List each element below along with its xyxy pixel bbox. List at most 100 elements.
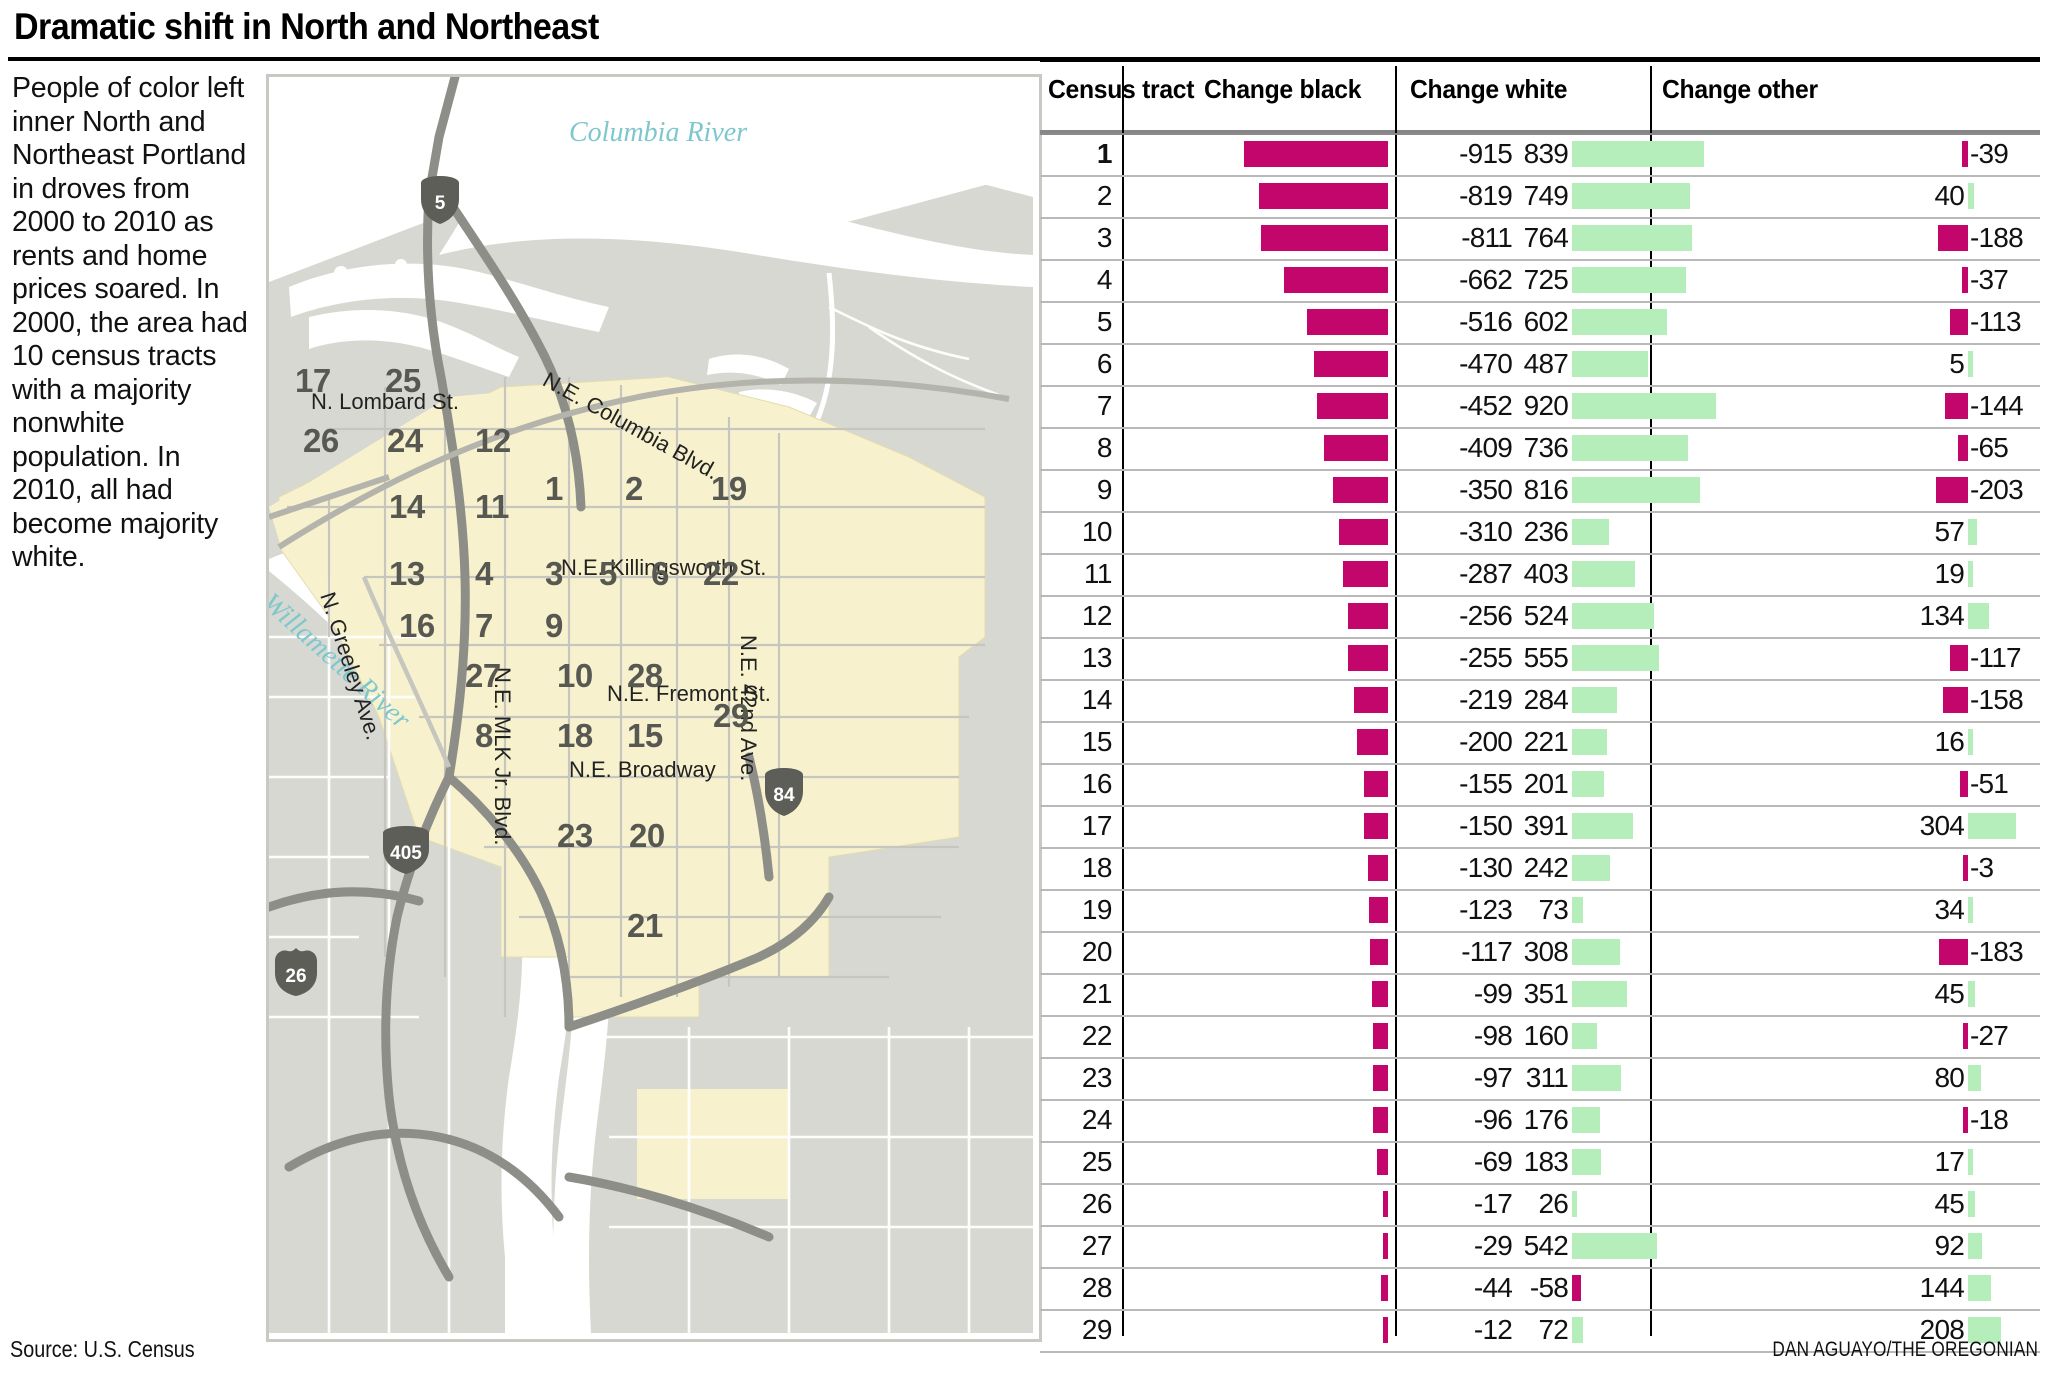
bar-change-white bbox=[1572, 939, 1621, 965]
table-row[interactable]: 24 -96 176 -18 bbox=[1040, 1099, 2040, 1141]
highway-shield-i84: 84 bbox=[761, 767, 807, 822]
map-tract-number: 19 bbox=[711, 470, 747, 507]
value-change-black: -310 bbox=[1459, 516, 1513, 547]
column-divider-tract bbox=[1122, 66, 1124, 1336]
table-row[interactable]: 17 -150 391 304 bbox=[1040, 805, 2040, 847]
bar-change-black bbox=[1306, 309, 1388, 335]
value-change-other: 5 bbox=[1949, 348, 1965, 379]
map-tract-number: 22 bbox=[703, 555, 739, 592]
value-change-black: -516 bbox=[1459, 306, 1513, 337]
bar-change-white bbox=[1572, 183, 1690, 209]
value-change-white: 311 bbox=[1525, 1062, 1569, 1093]
table-row[interactable]: 25 -69 183 17 bbox=[1040, 1141, 2040, 1183]
bar-change-black bbox=[1347, 645, 1388, 671]
value-change-white: 236 bbox=[1523, 516, 1569, 547]
bar-change-other bbox=[1957, 435, 1968, 461]
value-change-other: 45 bbox=[1934, 978, 1964, 1009]
headline-divider bbox=[8, 57, 2040, 61]
bar-change-other bbox=[1968, 981, 1976, 1007]
table-row[interactable]: 23 -97 311 80 bbox=[1040, 1057, 2040, 1099]
table-row[interactable]: 10 -310 236 57 bbox=[1040, 511, 2040, 553]
bar-change-other bbox=[1959, 771, 1968, 797]
credit-note: DAN AGUAYO/THE OREGONIAN bbox=[1772, 1338, 2038, 1361]
page-title: Dramatic shift in North and Northeast bbox=[14, 6, 599, 47]
map-tract-number: 3 bbox=[545, 555, 563, 592]
table-row[interactable]: 27 -29 542 92 bbox=[1040, 1225, 2040, 1267]
interstate-shield-icon bbox=[765, 768, 803, 816]
bar-change-other bbox=[1968, 519, 1977, 545]
bar-change-black bbox=[1368, 897, 1388, 923]
table-row[interactable]: 2 -819 749 40 bbox=[1040, 175, 2040, 217]
bar-change-white bbox=[1572, 897, 1584, 923]
bar-change-other bbox=[1968, 183, 1975, 209]
value-change-black: -99 bbox=[1473, 978, 1513, 1009]
bar-change-white bbox=[1572, 771, 1604, 797]
value-change-black: -117 bbox=[1461, 936, 1513, 967]
bar-change-black bbox=[1339, 519, 1388, 545]
bar-change-white bbox=[1572, 1149, 1601, 1175]
table-row[interactable]: 4 -662 725 -37 bbox=[1040, 259, 2040, 301]
row-divider bbox=[1040, 175, 2040, 177]
table-row[interactable]: 9 -350 816 -203 bbox=[1040, 469, 2040, 511]
row-divider bbox=[1040, 931, 2040, 933]
value-change-black: -155 bbox=[1459, 768, 1513, 799]
table-row[interactable]: 11 -287 403 19 bbox=[1040, 553, 2040, 595]
table-row[interactable]: 22 -98 160 -27 bbox=[1040, 1015, 2040, 1057]
shield-label-us26: 26 bbox=[285, 966, 307, 987]
cell-census-tract: 4 bbox=[1096, 264, 1113, 295]
bar-change-white bbox=[1572, 1023, 1598, 1049]
bar-change-black bbox=[1372, 1107, 1388, 1133]
table-row[interactable]: 14 -219 284 -158 bbox=[1040, 679, 2040, 721]
row-divider bbox=[1040, 1015, 2040, 1017]
value-change-white: 816 bbox=[1523, 474, 1569, 505]
value-change-other: 17 bbox=[1934, 1146, 1964, 1177]
map-label-columbia-river: Columbia River bbox=[569, 117, 748, 148]
cell-census-tract: 12 bbox=[1081, 600, 1113, 631]
value-change-black: -200 bbox=[1459, 726, 1513, 757]
table-row[interactable]: 8 -409 736 -65 bbox=[1040, 427, 2040, 469]
table-row[interactable]: 20 -117 308 -183 bbox=[1040, 931, 2040, 973]
row-divider bbox=[1040, 1141, 2040, 1143]
table-row[interactable]: 16 -155 201 -51 bbox=[1040, 763, 2040, 805]
table-row[interactable]: 19 -123 73 34 bbox=[1040, 889, 2040, 931]
value-change-other: -3 bbox=[1970, 852, 1994, 883]
table-row[interactable]: 26 -17 26 45 bbox=[1040, 1183, 2040, 1225]
value-change-white: 920 bbox=[1523, 390, 1569, 421]
table-row[interactable]: 5 -516 602 -113 bbox=[1040, 301, 2040, 343]
value-change-other: 80 bbox=[1934, 1062, 1964, 1093]
value-change-black: -452 bbox=[1459, 390, 1513, 421]
table-row[interactable]: 12 -256 524 134 bbox=[1040, 595, 2040, 637]
value-change-white: -58 bbox=[1529, 1272, 1569, 1303]
table-row[interactable]: 6 -470 487 5 bbox=[1040, 343, 2040, 385]
cell-census-tract: 16 bbox=[1081, 768, 1113, 799]
cell-census-tract: 27 bbox=[1081, 1230, 1113, 1261]
bar-change-black bbox=[1333, 477, 1388, 503]
table-row[interactable]: 28 -44 -58 144 bbox=[1040, 1267, 2040, 1309]
cell-census-tract: 23 bbox=[1081, 1062, 1113, 1093]
map-tract-number: 4 bbox=[475, 555, 493, 592]
row-divider bbox=[1040, 301, 2040, 303]
bar-change-white bbox=[1572, 1233, 1658, 1259]
table-row[interactable]: 3 -811 764 -188 bbox=[1040, 217, 2040, 259]
table-row[interactable]: 1 -915 839 -39 bbox=[1040, 133, 2040, 175]
value-change-white: 403 bbox=[1523, 558, 1569, 589]
table-row[interactable]: 29 -12 72 208 bbox=[1040, 1309, 2040, 1351]
cell-census-tract: 8 bbox=[1096, 432, 1113, 463]
bar-change-black bbox=[1383, 1233, 1388, 1259]
us-route-shield-icon bbox=[275, 948, 317, 996]
table-row[interactable]: 18 -130 242 -3 bbox=[1040, 847, 2040, 889]
highway-shield-i5: 5 bbox=[417, 175, 463, 230]
table-row[interactable]: 21 -99 351 45 bbox=[1040, 973, 2040, 1015]
cell-census-tract: 14 bbox=[1081, 684, 1113, 715]
bar-change-other bbox=[1968, 1065, 1981, 1091]
bar-change-other bbox=[1943, 687, 1968, 713]
interstate-shield-icon bbox=[421, 176, 459, 224]
bar-change-other bbox=[1968, 729, 1973, 755]
table-row[interactable]: 13 -255 555 -117 bbox=[1040, 637, 2040, 679]
table-row[interactable]: 15 -200 221 16 bbox=[1040, 721, 2040, 763]
cell-census-tract: 20 bbox=[1081, 936, 1113, 967]
value-change-white: 602 bbox=[1523, 306, 1569, 337]
table-row[interactable]: 7 -452 920 -144 bbox=[1040, 385, 2040, 427]
cell-census-tract: 3 bbox=[1096, 222, 1113, 253]
bar-change-white bbox=[1572, 435, 1688, 461]
